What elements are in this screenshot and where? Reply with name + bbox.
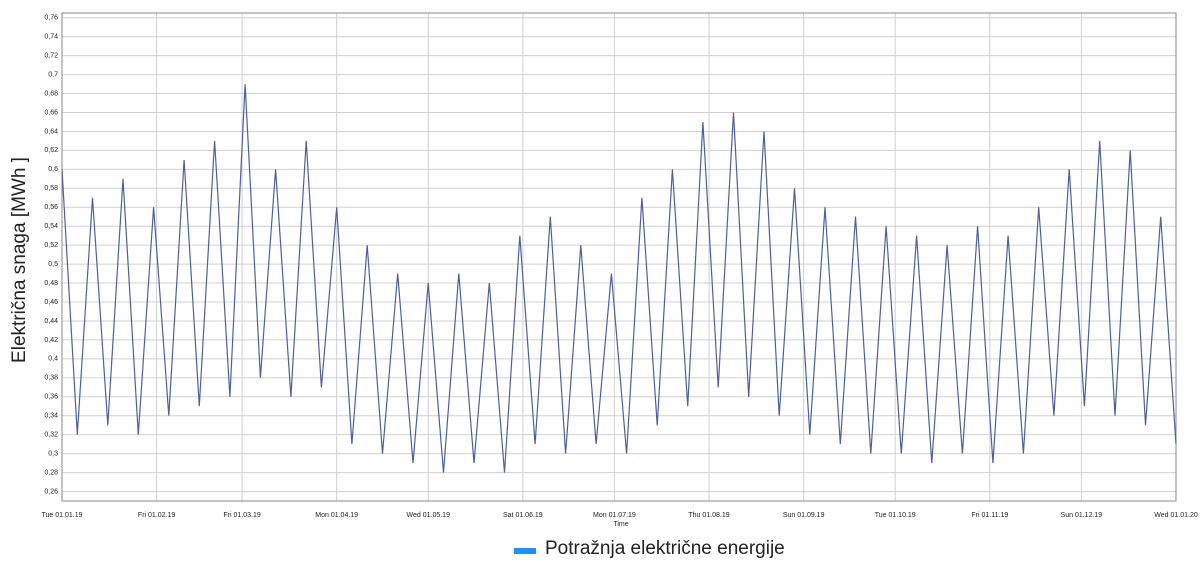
y-tick-label: 0,34 <box>44 413 58 420</box>
x-tick-label: Sun 01.09.19 <box>783 512 825 519</box>
x-axis-title: Time <box>613 521 628 528</box>
y-tick-label: 0,32 <box>44 432 58 439</box>
y-tick-label: 0,58 <box>44 185 58 192</box>
y-axis-title: Električna snaga [MWh ] <box>9 157 30 363</box>
x-tick-label: Sat 01.06.19 <box>503 512 543 519</box>
x-tick-label: Wed 01.05.19 <box>407 512 451 519</box>
y-tick-label: 0,72 <box>44 52 58 59</box>
y-tick-label: 0,7 <box>48 71 58 78</box>
x-tick-label: Wed 01.01.20 <box>1154 512 1198 519</box>
y-tick-label: 0,66 <box>44 109 58 116</box>
x-tick-label: Mon 01.07.19 <box>593 512 636 519</box>
x-tick-label: Sun 01.12.19 <box>1061 512 1103 519</box>
x-tick-label: Fri 01.11.19 <box>971 512 1008 519</box>
y-tick-label: 0,76 <box>44 15 58 22</box>
y-tick-label: 0,64 <box>44 128 58 135</box>
x-tick-label: Tue 01.01.19 <box>42 512 83 519</box>
y-tick-label: 0,62 <box>44 147 58 154</box>
y-tick-label: 0,26 <box>44 488 58 495</box>
x-tick-label: Mon 01.04.19 <box>315 512 358 519</box>
x-tick-label: Thu 01.08.19 <box>688 512 729 519</box>
y-tick-label: 0,5 <box>48 261 58 268</box>
y-tick-label: 0,46 <box>44 299 58 306</box>
data-line <box>61 84 1177 473</box>
y-tick-label: 0,3 <box>48 450 58 457</box>
y-tick-label: 0,36 <box>44 394 58 401</box>
y-tick-label: 0,74 <box>44 34 58 41</box>
y-tick-label: 0,48 <box>44 280 58 287</box>
y-tick-label: 0,68 <box>44 90 58 97</box>
y-tick-label: 0,52 <box>44 242 58 249</box>
y-tick-label: 0,56 <box>44 204 58 211</box>
legend-label: Potražnja električne energije <box>545 538 785 559</box>
y-tick-label: 0,54 <box>44 223 58 230</box>
y-tick-label: 0,6 <box>48 166 58 173</box>
legend-marker <box>514 548 536 554</box>
x-tick-label: Fri 01.03.19 <box>223 512 260 519</box>
y-tick-label: 0,4 <box>48 356 58 363</box>
y-tick-label: 0,44 <box>44 318 58 325</box>
x-tick-label: Tue 01.10.19 <box>875 512 916 519</box>
plot-frame <box>61 12 1177 502</box>
y-tick-label: 0,28 <box>44 469 58 476</box>
y-tick-label: 0,42 <box>44 337 58 344</box>
y-tick-label: 0,38 <box>44 375 58 382</box>
x-tick-label: Fri 01.02.19 <box>138 512 175 519</box>
